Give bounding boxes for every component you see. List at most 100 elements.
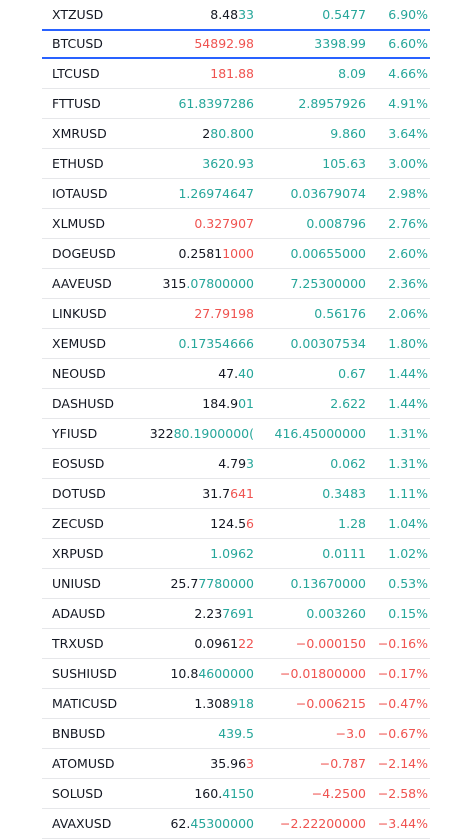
last-price: 315.07800000 [163, 269, 254, 298]
watchlist-row[interactable]: ADAUSD 2.237691 0.003260 0.15% [42, 599, 430, 629]
watchlist-row[interactable]: XLMUSD 0.327907 0.008796 2.76% [42, 209, 430, 239]
last-price: 280.800 [202, 119, 254, 148]
change-percent: 1.11% [388, 486, 428, 501]
last-price-part: 22 [238, 636, 254, 651]
watchlist-row[interactable]: ETHUSD 3620.93 105.63 3.00% [42, 149, 430, 179]
last-price-part: 47. [218, 366, 239, 381]
symbol: XLMUSD [52, 216, 106, 231]
change: −0.000150 [295, 636, 366, 651]
last-price-part: 80.1900000( [173, 426, 254, 441]
last-price: 160.4150 [194, 779, 254, 808]
watchlist-row[interactable]: DASHUSD 184.901 2.622 1.44% [42, 389, 430, 419]
symbol: MATICUSD [52, 696, 118, 711]
last-price-part: 6 [246, 516, 254, 531]
symbol: LTCUSD [52, 66, 100, 81]
last-price-part: 0.0961 [194, 636, 239, 651]
watchlist-row[interactable]: XRPUSD 1.0962 0.0111 1.02% [42, 539, 430, 569]
last-price: 1.0962 [210, 539, 254, 568]
watchlist-row[interactable]: SUSHIUSD 10.84600000 −0.01800000 −0.17% [42, 659, 430, 689]
change-percent: 1.80% [388, 336, 428, 351]
watchlist-row[interactable]: XEMUSD 0.17354666 0.00307534 1.80% [42, 329, 430, 359]
last-price-part: 0.2581 [178, 246, 223, 261]
last-price: 8.4833 [210, 0, 254, 29]
watchlist-row[interactable]: YFIUSD 32280.1900000(416.45000000 1.31% [42, 419, 430, 449]
watchlist-row[interactable]: ATOMUSD 35.963 −0.787 −2.14% [42, 749, 430, 779]
change-percent: 1.44% [388, 366, 428, 381]
last-price: 35.963 [210, 749, 254, 778]
symbol: ATOMUSD [52, 756, 115, 771]
last-price: 61.8397286 [178, 89, 254, 118]
last-price: 10.84600000 [170, 659, 254, 688]
symbol: ETHUSD [52, 156, 104, 171]
watchlist-row[interactable]: FTTUSD 61.8397286 2.8957926 4.91% [42, 89, 430, 119]
symbol: DOTUSD [52, 486, 106, 501]
last-price-part: 124.5 [210, 516, 247, 531]
last-price: 0.25811000 [178, 239, 254, 268]
change-percent: 2.60% [388, 246, 428, 261]
symbol: NEOUSD [52, 366, 106, 381]
watchlist-row[interactable]: LINKUSD 27.79198 0.56176 2.06% [42, 299, 430, 329]
change-percent: −2.14% [377, 756, 428, 771]
change-percent: 2.06% [388, 306, 428, 321]
last-price: 184.901 [202, 389, 254, 418]
symbol: BNBUSD [52, 726, 106, 741]
watchlist-row[interactable]: NEOUSD 47.40 0.67 1.44% [42, 359, 430, 389]
watchlist-row[interactable]: BTCUSD 54892.98 3398.99 6.60% [42, 29, 430, 59]
last-price-part: 1.26974647 [178, 186, 254, 201]
change-percent: 2.36% [388, 276, 428, 291]
last-price-part: 0.17354666 [178, 336, 254, 351]
change: 0.56176 [314, 306, 366, 321]
watchlist-row[interactable]: DOGEUSD 0.25811000 0.00655000 2.60% [42, 239, 430, 269]
last-price: 1.308918 [194, 689, 254, 718]
watchlist-row[interactable]: XMRUSD 280.800 9.860 3.64% [42, 119, 430, 149]
watchlist-row[interactable]: EOSUSD 4.793 0.062 1.31% [42, 449, 430, 479]
change-percent: −3.44% [377, 816, 428, 831]
last-price-part: 160. [194, 786, 223, 801]
change-percent: 1.31% [388, 456, 428, 471]
last-price-part: 4.79 [218, 456, 247, 471]
last-price: 0.327907 [194, 209, 254, 238]
change-percent: −0.16% [377, 636, 428, 651]
watchlist-row[interactable]: SOLUSD 160.4150 −4.2500 −2.58% [42, 779, 430, 809]
symbol: FTTUSD [52, 96, 101, 111]
watchlist-row[interactable]: ZECUSD 124.56 1.28 1.04% [42, 509, 430, 539]
last-price-part: .07800000 [186, 276, 254, 291]
change: 1.28 [338, 516, 366, 531]
last-price-part: 3620.93 [202, 156, 254, 171]
symbol: AAVEUSD [52, 276, 112, 291]
watchlist-row[interactable]: DOTUSD 31.7641 0.3483 1.11% [42, 479, 430, 509]
last-price: 47.40 [218, 359, 254, 388]
last-price-part: 54892.98 [194, 36, 254, 51]
symbol: XTZUSD [52, 7, 104, 22]
watchlist-row[interactable]: TRXUSD 0.096122 −0.000150 −0.16% [42, 629, 430, 659]
last-price-part: 62. [170, 816, 191, 831]
watchlist-row[interactable]: IOTAUSD 1.26974647 0.03679074 2.98% [42, 179, 430, 209]
change-percent: 4.66% [388, 66, 428, 81]
last-price-part: 181.88 [210, 66, 254, 81]
last-price: 54892.98 [194, 31, 254, 57]
watchlist-row[interactable]: BNBUSD 439.5 −3.0 −0.67% [42, 719, 430, 749]
symbol: XEMUSD [52, 336, 106, 351]
last-price: 32280.1900000( [150, 419, 254, 448]
watchlist-row[interactable]: UNIUSD 25.77780000 0.13670000 0.53% [42, 569, 430, 599]
symbol: EOSUSD [52, 456, 105, 471]
watchlist-row[interactable]: AAVEUSD 315.07800000 7.25300000 2.36% [42, 269, 430, 299]
watchlist-row[interactable]: MATICUSD 1.308918 −0.006215 −0.47% [42, 689, 430, 719]
last-price: 4.793 [218, 449, 254, 478]
last-price-part: 25.7 [170, 576, 199, 591]
last-price: 124.56 [210, 509, 254, 538]
last-price: 27.79198 [194, 299, 254, 328]
watchlist-row[interactable]: XTZUSD 8.4833 0.5477 6.90% [42, 0, 430, 30]
watchlist-row[interactable]: AVAXUSD 62.45300000 −2.22200000 −3.44% [42, 809, 430, 839]
last-price-part: 4150 [222, 786, 254, 801]
last-price-part: 27.79198 [194, 306, 254, 321]
last-price-part: 7691 [222, 606, 254, 621]
change: 0.67 [338, 366, 366, 381]
watchlist-row[interactable]: LTCUSD 181.88 8.09 4.66% [42, 59, 430, 89]
last-price-part: 322 [149, 426, 174, 441]
last-price: 439.5 [218, 719, 254, 748]
change: 0.008796 [306, 216, 366, 231]
change-percent: 3.64% [388, 126, 428, 141]
change: −3.0 [335, 726, 366, 741]
last-price-part: 35.96 [210, 756, 247, 771]
